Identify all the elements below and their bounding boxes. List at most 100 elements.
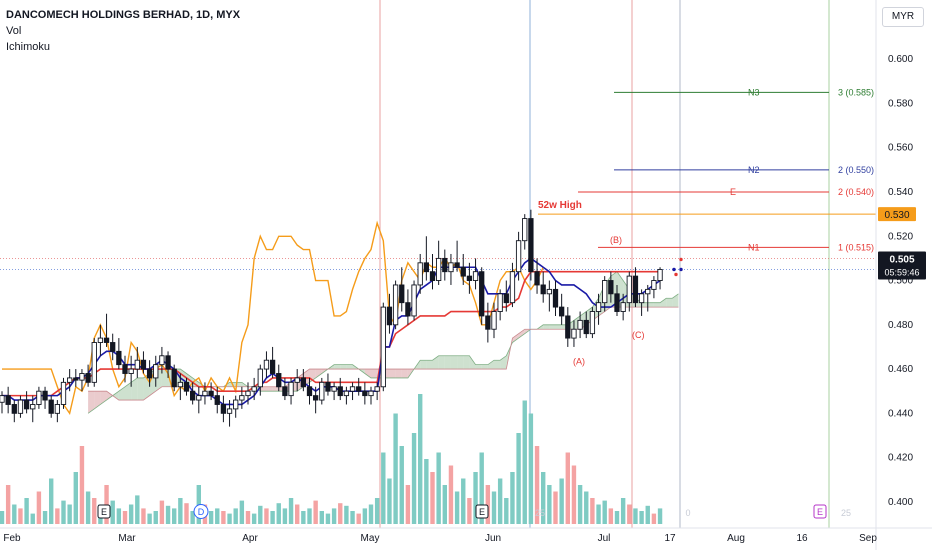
- candle-body: [257, 368, 263, 388]
- volume-bar: [221, 511, 226, 524]
- volume-bar: [350, 511, 355, 524]
- volume-bar: [73, 472, 78, 524]
- volume-bar: [639, 511, 644, 524]
- candle-body: [534, 271, 540, 286]
- candle-body: [140, 359, 147, 370]
- volume-bar: [485, 485, 491, 524]
- candle-body: [331, 386, 337, 392]
- cloud-segment: [94, 391, 101, 409]
- cloud-segment: [653, 302, 661, 308]
- candle-body: [589, 311, 596, 335]
- volume-bar: [79, 446, 85, 524]
- cloud-segment: [125, 382, 132, 401]
- volume-bar: [491, 491, 497, 524]
- volume-legend[interactable]: Vol: [6, 25, 22, 37]
- volume-bar: [541, 472, 546, 524]
- cloud-segment: [487, 360, 494, 370]
- currency-button[interactable]: MYR: [882, 7, 924, 27]
- candle-body: [153, 364, 159, 379]
- volume-bar: [528, 413, 534, 524]
- volume-bar: [42, 511, 48, 524]
- cloud-segment: [161, 369, 169, 387]
- volume-bar: [405, 485, 411, 524]
- cloud-segment: [457, 355, 464, 370]
- volume-bar: [645, 505, 650, 524]
- volume-bar: [128, 504, 134, 524]
- candle-body: [374, 386, 380, 392]
- candle-body: [552, 288, 559, 308]
- wave-label-b: (B): [610, 235, 622, 245]
- volume-bar: [147, 513, 152, 524]
- price-tick-label: 0.480: [888, 320, 913, 331]
- volume-bar: [159, 500, 165, 524]
- candle-body: [183, 381, 190, 392]
- candles: [0, 209, 663, 427]
- candle-body: [583, 319, 589, 335]
- level-name: N1: [748, 242, 760, 252]
- volume-bar: [430, 472, 435, 524]
- volume-bar: [547, 485, 552, 524]
- signal-dot: [679, 267, 683, 272]
- candle-body: [110, 342, 116, 352]
- candle-body: [442, 257, 448, 273]
- symbol-title[interactable]: DANCOMECH HOLDINGS BERHAD, 1D, MYX: [6, 9, 241, 21]
- candle-body: [66, 377, 73, 383]
- time-tick-label: Mar: [118, 533, 136, 544]
- volume-bar: [467, 498, 472, 524]
- candle-body: [30, 404, 36, 410]
- candle-body: [485, 315, 491, 330]
- candle-body: [276, 373, 282, 388]
- signal-dot: [674, 272, 678, 277]
- candle-body: [146, 368, 153, 379]
- cloud-segment: [395, 369, 402, 378]
- time-axis[interactable]: Feb Mar Apr May Jun Jul 17 Aug 16 Sep: [0, 527, 932, 544]
- candle-body: [620, 302, 626, 312]
- candle-body: [565, 315, 571, 339]
- candle-body: [337, 386, 343, 397]
- volume-bar: [264, 508, 269, 524]
- price-tick-label: 0.400: [888, 497, 913, 508]
- faint-count-label: 0: [685, 508, 690, 518]
- volume-bar: [92, 498, 97, 524]
- volume-bar: [331, 508, 337, 524]
- cloud-segment: [371, 369, 378, 378]
- price-tick-label: 0.440: [888, 408, 913, 419]
- volume-bar: [381, 452, 386, 524]
- volume-bar: [620, 498, 626, 524]
- cloud-segment: [260, 386, 267, 392]
- volume-bar: [411, 433, 417, 524]
- volume-bar: [251, 513, 257, 524]
- cloud-segment: [641, 302, 648, 308]
- candle-body: [208, 390, 214, 397]
- candle-body: [269, 359, 276, 374]
- price-axis[interactable]: 0.600 0.580 0.560 0.540 0.520 0.500 0.480 0.460…: [875, 0, 926, 550]
- event-marker-label: D: [198, 507, 205, 517]
- volume-bar: [18, 508, 23, 524]
- event-marker-label: E: [101, 507, 107, 517]
- volume-bar: [602, 500, 607, 524]
- cloud-segment: [266, 386, 273, 392]
- faint-count-label: 25: [841, 508, 851, 518]
- candle-body: [423, 262, 429, 273]
- candle-body: [0, 395, 5, 403]
- volume-bar: [461, 478, 466, 524]
- ichimoku-legend[interactable]: Ichimoku: [6, 41, 51, 53]
- candle-body: [429, 271, 436, 281]
- candle-body: [239, 395, 245, 401]
- price-tick-label: 0.600: [888, 54, 913, 65]
- volume-bar: [239, 500, 245, 524]
- volume-bar: [436, 452, 441, 524]
- volume-bar: [141, 508, 146, 524]
- candle-body: [85, 373, 91, 383]
- time-tick-label: Jul: [598, 533, 611, 544]
- volume-bar: [116, 508, 122, 524]
- cloud-segment: [401, 369, 408, 378]
- volume-bar: [5, 485, 11, 524]
- candle-body: [282, 386, 288, 397]
- volume-bar: [565, 452, 570, 524]
- price-tick-label: 0.580: [888, 98, 913, 109]
- candle-body: [23, 399, 30, 410]
- candle-body: [233, 399, 239, 410]
- price-tick-label: 0.520: [888, 231, 913, 242]
